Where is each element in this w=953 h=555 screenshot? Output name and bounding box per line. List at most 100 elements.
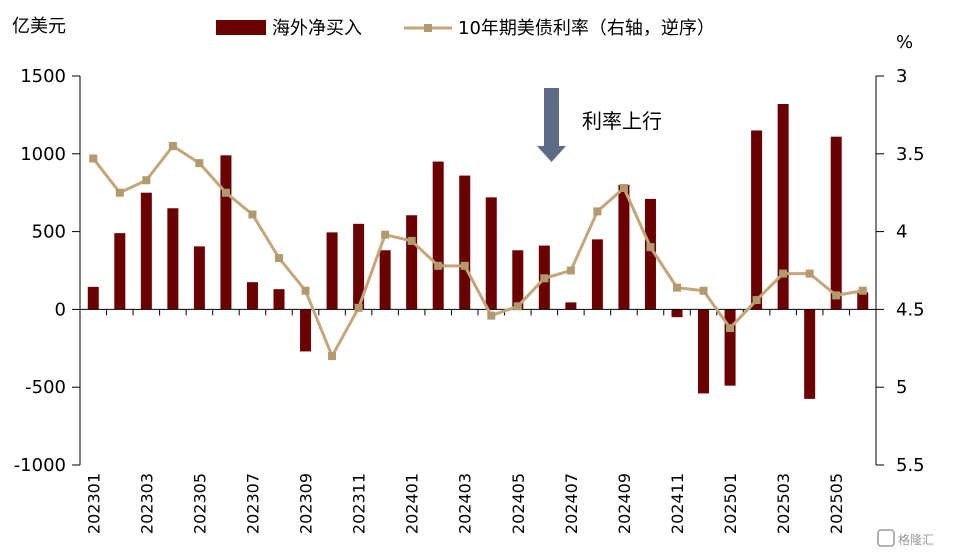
- bar: [644, 198, 656, 310]
- rate-point: [328, 352, 337, 361]
- rate-point: [566, 266, 575, 275]
- rate-point: [540, 274, 549, 283]
- bar: [326, 232, 338, 310]
- right-tick-label: 3: [896, 66, 907, 87]
- rate-point: [381, 230, 390, 239]
- bar: [671, 309, 683, 318]
- bar: [140, 192, 152, 310]
- rate-point: [513, 302, 522, 311]
- x-tick-label: 202303: [137, 473, 156, 534]
- legend-bar-label: 海外净买入: [272, 18, 362, 39]
- rate-point: [832, 291, 841, 300]
- rate-point: [487, 311, 496, 320]
- bar: [698, 309, 710, 394]
- bar: [777, 104, 789, 310]
- legend-line-marker: [424, 24, 432, 32]
- rate-point: [301, 286, 310, 295]
- right-axis: 3 3.5 4 4.5 5 5.5: [875, 66, 925, 476]
- rate-point: [142, 176, 151, 185]
- watermark: 格隆汇: [877, 529, 934, 547]
- right-tick-label: 4.5: [896, 299, 925, 320]
- x-tick-label: 202407: [562, 473, 581, 534]
- bar: [857, 292, 869, 310]
- bar: [114, 233, 126, 310]
- bar: [379, 250, 391, 310]
- rate-point: [646, 243, 655, 252]
- x-axis: [79, 308, 877, 316]
- x-tick-label: 202401: [403, 473, 422, 534]
- bar: [167, 208, 179, 310]
- rate-point: [805, 269, 814, 278]
- rate-point: [460, 261, 469, 270]
- rate-point: [699, 286, 708, 295]
- x-tick-label: 202305: [190, 473, 209, 534]
- rate-point: [619, 184, 628, 193]
- bar: [565, 302, 577, 310]
- bar: [804, 309, 816, 399]
- watermark-text: 格隆汇: [898, 532, 934, 547]
- rate-point: [89, 154, 98, 163]
- x-tick-label: 202409: [615, 473, 634, 534]
- x-tick-label: 202503: [774, 473, 793, 534]
- x-tick-label: 202307: [243, 473, 262, 534]
- left-tick-label: 500: [32, 222, 66, 243]
- right-tick-label: 3.5: [896, 144, 925, 165]
- x-tick-label: 202309: [297, 473, 316, 534]
- bar: [830, 136, 842, 310]
- bar: [724, 309, 736, 386]
- x-tick-label: 202405: [509, 473, 528, 534]
- left-tick-label: 1500: [20, 66, 66, 87]
- rate-point: [221, 188, 230, 197]
- right-tick-label: 5.5: [896, 455, 925, 476]
- bar: [300, 309, 312, 352]
- x-tick-label: 202311: [350, 473, 369, 534]
- left-tick-label: -1000: [14, 455, 66, 476]
- x-tick-label: 202411: [668, 473, 687, 534]
- bar: [485, 197, 497, 310]
- right-tick-label: 4: [896, 222, 907, 243]
- annotation-text: 利率上行: [582, 109, 662, 133]
- bar: [459, 175, 471, 310]
- line-series: [89, 142, 867, 361]
- bar: [87, 286, 99, 310]
- rate-point: [354, 303, 363, 312]
- rate-point: [593, 207, 602, 216]
- bar: [246, 282, 258, 310]
- legend: 海外净买入 10年期美债利率（右轴，逆序）: [216, 18, 715, 39]
- rate-point: [673, 283, 681, 292]
- x-tick-label: 202403: [456, 473, 475, 534]
- bar: [618, 184, 630, 310]
- rate-point: [168, 142, 177, 151]
- down-arrow-icon: [537, 88, 566, 162]
- left-tick-label: -500: [25, 377, 66, 398]
- rate-point: [434, 261, 443, 270]
- left-axis-unit: 亿美元: [12, 16, 66, 37]
- bar: [751, 130, 763, 310]
- rate-line: [92, 144, 863, 358]
- legend-bar-swatch: [216, 20, 266, 35]
- rate-point: [726, 324, 735, 333]
- rate-point: [779, 269, 788, 278]
- rate-point: [858, 286, 867, 295]
- left-axis: 1500 1000 500 0 -500 -1000: [14, 66, 81, 476]
- bar: [220, 155, 232, 310]
- annotation: 利率上行: [537, 88, 662, 162]
- rate-point: [752, 296, 761, 305]
- rate-point: [407, 236, 416, 245]
- bar: [406, 215, 418, 310]
- bar: [512, 250, 524, 310]
- x-axis-labels: 202301 202303 202305 202307 202309 202311 2024…: [84, 473, 846, 534]
- x-tick-label: 202301: [84, 473, 103, 534]
- bar: [193, 246, 205, 310]
- left-tick-label: 1000: [20, 144, 66, 165]
- legend-line-label: 10年期美债利率（右轴，逆序）: [458, 18, 715, 39]
- rate-point: [115, 188, 124, 197]
- x-tick-label: 202501: [721, 473, 740, 534]
- rate-point: [195, 159, 204, 168]
- rate-point: [275, 254, 283, 263]
- watermark-logo-icon: [877, 529, 895, 547]
- bar: [273, 289, 285, 310]
- left-tick-label: 0: [55, 299, 66, 320]
- bar: [591, 239, 603, 310]
